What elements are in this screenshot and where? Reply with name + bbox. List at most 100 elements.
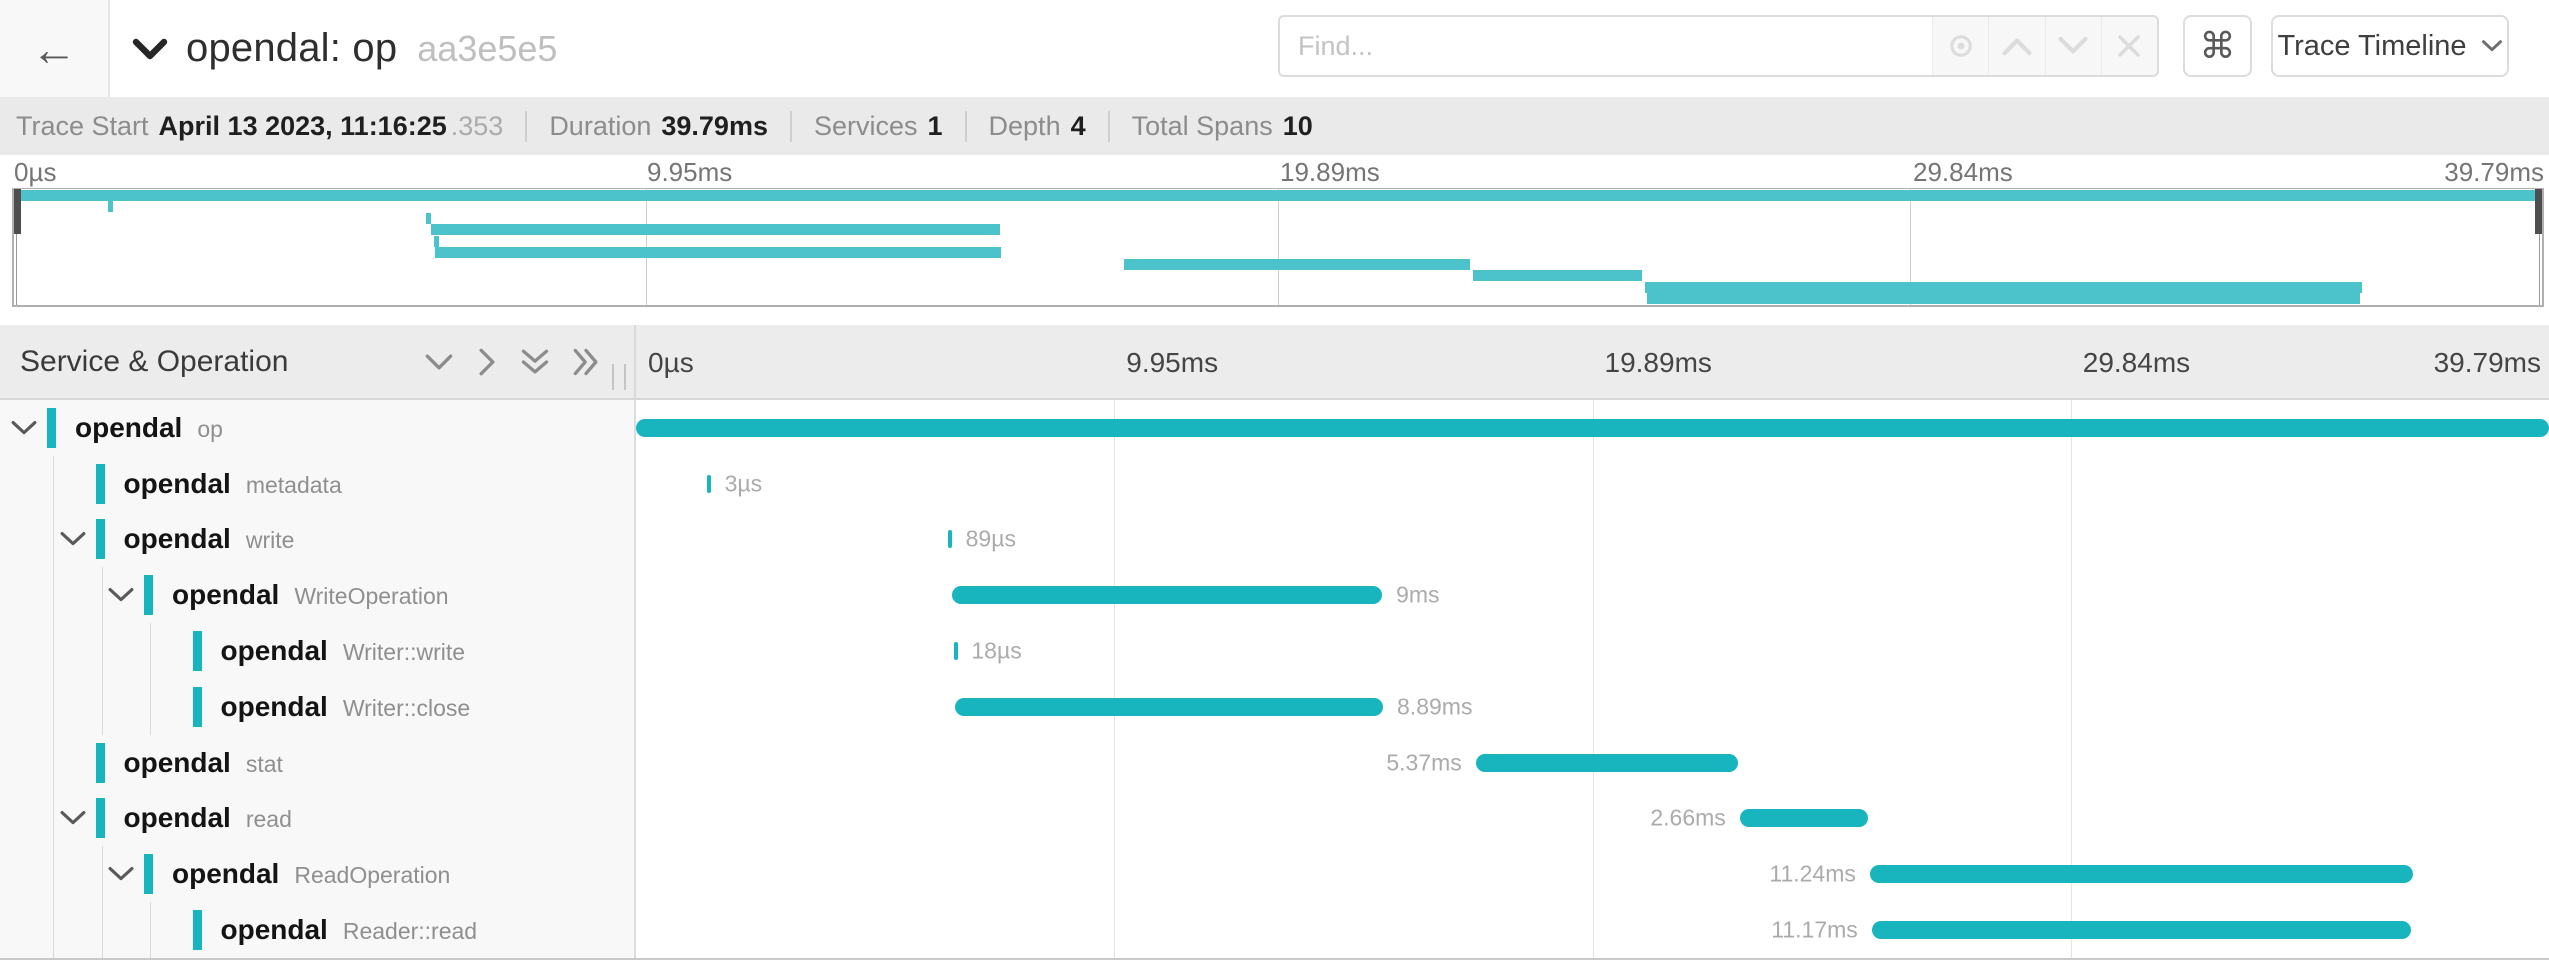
indent-guide <box>101 679 103 735</box>
span-names: opendal Reader::read <box>221 914 478 946</box>
span-color-bar <box>95 519 105 560</box>
close-icon <box>2118 35 2141 57</box>
viewport-left-line <box>16 189 17 305</box>
minimap-span-bar <box>1472 270 1643 282</box>
span-timeline-cell: 18µs <box>636 623 2549 679</box>
span-name-column: opendal metadata <box>0 455 636 512</box>
viewport-left-handle[interactable] <box>14 189 21 234</box>
span-names: opendal read <box>124 802 292 834</box>
find-input[interactable] <box>1280 17 1932 75</box>
back-button[interactable]: ← <box>0 0 110 97</box>
trace-view-selector[interactable]: Trace Timeline <box>2271 15 2509 77</box>
expand-one-chevron-right-icon[interactable] <box>476 347 498 377</box>
span-operation-name: ReadOperation <box>294 862 451 889</box>
find-next-button[interactable] <box>2044 17 2101 75</box>
span-color-bar <box>95 742 105 783</box>
column-resizer-handle[interactable] <box>612 364 626 390</box>
timeline-gridline <box>1114 400 1116 958</box>
span-row[interactable]: opendal Reader::read 11.17ms <box>0 902 2549 958</box>
span-color-bar <box>95 463 105 504</box>
span-row[interactable]: opendal stat 5.37ms <box>0 734 2549 791</box>
minimap[interactable] <box>12 188 2544 307</box>
span-bar[interactable] <box>951 586 1383 605</box>
span-names: opendal WriteOperation <box>172 579 449 611</box>
span-operation-name: WriteOperation <box>294 583 449 610</box>
span-bar[interactable] <box>706 474 711 493</box>
span-row[interactable]: opendal metadata 3µs <box>0 455 2549 512</box>
indent-guide <box>101 567 103 624</box>
span-operation-name: write <box>245 527 295 554</box>
span-bar[interactable] <box>1739 809 1868 828</box>
span-bar[interactable] <box>636 418 2549 437</box>
viewport-right-handle[interactable] <box>2535 189 2542 234</box>
span-name-column: opendal stat <box>0 734 636 791</box>
indent-guide <box>53 902 54 958</box>
span-name-column: opendal Writer::write <box>0 623 636 679</box>
timeline-axis-tick: 9.95ms <box>1126 346 1219 378</box>
summary-item: Depth 4 <box>964 110 1108 142</box>
summary-label: Total Spans <box>1131 110 1273 141</box>
minimap-gridline <box>1910 189 1911 305</box>
locate-span-button[interactable] <box>1932 17 1988 75</box>
minimap-span-bar <box>426 212 432 224</box>
minimap-span-bar <box>107 201 113 213</box>
expand-chevron-icon[interactable] <box>107 864 135 884</box>
span-bar[interactable] <box>953 642 958 661</box>
span-names: opendal Writer::close <box>221 691 471 723</box>
span-name-column: opendal op <box>0 400 636 456</box>
span-operation-name: Writer::write <box>342 639 466 666</box>
span-operation-name: metadata <box>245 471 342 498</box>
span-duration-label: 18µs <box>971 637 1022 664</box>
span-bar[interactable] <box>954 697 1383 716</box>
indent-guide <box>53 511 54 568</box>
span-row[interactable]: opendal read 2.66ms <box>0 790 2549 847</box>
span-timeline-cell <box>636 400 2549 456</box>
span-name-column: opendal Writer::close <box>0 679 636 735</box>
span-operation-name: Reader::read <box>342 918 478 945</box>
collapse-trace-chevron-icon[interactable] <box>132 36 168 62</box>
span-duration-label: 5.37ms <box>1386 749 1462 776</box>
find-clear-button[interactable] <box>2100 17 2157 75</box>
locate-icon <box>1949 35 1972 57</box>
timeline-gridline <box>2070 400 2072 958</box>
command-icon: ⌘ <box>2199 25 2236 67</box>
span-bar[interactable] <box>1871 921 2412 940</box>
expand-chevron-icon[interactable] <box>59 529 87 549</box>
span-row[interactable]: opendal WriteOperation 9ms <box>0 567 2549 624</box>
span-duration-label: 89µs <box>965 525 1016 552</box>
expand-chevron-icon[interactable] <box>107 585 135 605</box>
span-row[interactable]: opendal Writer::close 8.89ms <box>0 679 2549 735</box>
minimap-gridline <box>1278 189 1279 305</box>
span-service-name: opendal <box>172 858 280 890</box>
keyboard-shortcuts-button[interactable]: ⌘ <box>2183 15 2252 77</box>
expand-chevron-icon[interactable] <box>10 418 38 438</box>
indent-guide <box>101 623 103 679</box>
span-row[interactable]: opendal write 89µs <box>0 511 2549 568</box>
span-bar[interactable] <box>947 530 952 549</box>
summary-label: Depth <box>988 110 1061 141</box>
span-name-column: opendal ReadOperation <box>0 846 636 903</box>
service-operation-header: Service & Operation <box>0 325 636 398</box>
summary-value: 1 <box>927 110 943 141</box>
span-row[interactable]: opendal Writer::write 18µs <box>0 623 2549 679</box>
span-row[interactable]: opendal op <box>0 400 2549 456</box>
span-timeline-cell: 89µs <box>636 512 2549 568</box>
trace-title-wrap: opendal: op aa3e5e5 <box>132 0 557 97</box>
span-bar[interactable] <box>1475 753 1738 772</box>
expand-chevron-icon[interactable] <box>59 808 87 828</box>
summary-value-suffix: .353 <box>450 110 504 141</box>
span-bar[interactable] <box>1869 865 2414 884</box>
span-timeline-cell: 9ms <box>636 567 2549 623</box>
service-operation-title: Service & Operation <box>20 344 289 378</box>
collapse-one-chevron-down-icon[interactable] <box>424 351 454 373</box>
expand-all-double-chevron-right-icon[interactable] <box>572 347 600 377</box>
span-color-bar <box>192 910 202 951</box>
indent-guide <box>53 567 54 624</box>
find-prev-button[interactable] <box>1988 17 2044 75</box>
minimap-axis-tick: 19.89ms <box>1280 157 1380 187</box>
span-row[interactable]: opendal ReadOperation 11.24ms <box>0 846 2549 903</box>
collapse-all-double-chevron-down-icon[interactable] <box>520 348 550 376</box>
indent-guide <box>101 846 103 903</box>
indent-guide <box>53 455 54 512</box>
